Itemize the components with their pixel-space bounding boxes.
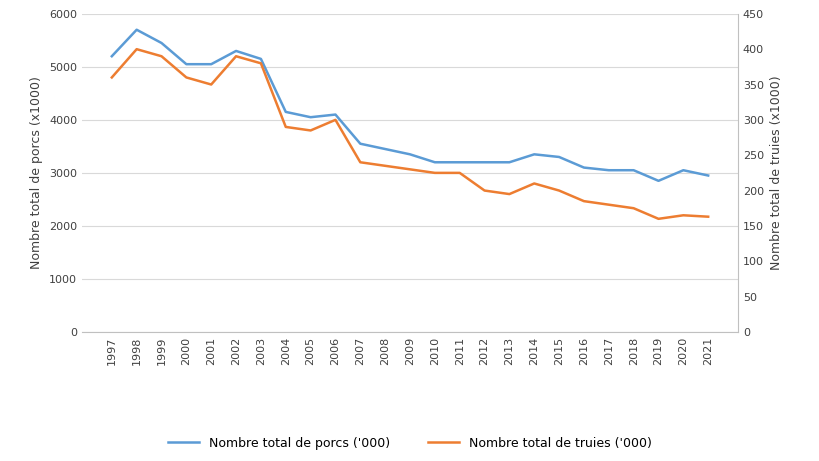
Y-axis label: Nombre total de porcs (x1000): Nombre total de porcs (x1000) [30,77,43,269]
Nombre total de truies ('000) [405,166,414,172]
Nombre total de porcs ('000) [305,114,315,120]
Nombre total de porcs ('000) [455,160,464,165]
Nombre total de truies ('000) [603,202,613,207]
Nombre total de porcs ('000) [554,154,563,160]
Nombre total de truies ('000) [181,75,191,80]
Nombre total de truies ('000) [479,188,489,193]
Nombre total de truies ('000) [554,188,563,193]
Nombre total de porcs ('000) [380,146,390,152]
Nombre total de truies ('000) [156,53,166,59]
Nombre total de porcs ('000) [355,141,364,147]
Nombre total de truies ('000) [206,82,216,87]
Nombre total de truies ('000) [256,60,265,66]
Nombre total de porcs ('000) [280,109,290,115]
Nombre total de truies ('000) [330,117,340,123]
Nombre total de truies ('000) [231,53,241,59]
Nombre total de truies ('000) [628,206,638,211]
Nombre total de porcs ('000) [578,165,588,171]
Nombre total de porcs ('000) [529,152,539,157]
Nombre total de truies ('000) [355,160,364,165]
Nombre total de porcs ('000) [256,56,265,62]
Nombre total de truies ('000) [106,75,116,80]
Nombre total de truies ('000) [504,191,514,197]
Nombre total de truies ('000) [703,214,713,219]
Y-axis label: Nombre total de truies (x1000): Nombre total de truies (x1000) [768,76,781,270]
Nombre total de porcs ('000) [703,173,713,178]
Nombre total de porcs ('000) [405,152,414,157]
Nombre total de porcs ('000) [181,61,191,67]
Nombre total de porcs ('000) [330,112,340,118]
Nombre total de porcs ('000) [628,167,638,173]
Nombre total de truies ('000) [280,124,290,130]
Nombre total de porcs ('000) [206,61,216,67]
Nombre total de porcs ('000) [106,53,116,59]
Legend: Nombre total de porcs ('000), Nombre total de truies ('000): Nombre total de porcs ('000), Nombre tot… [163,432,656,455]
Nombre total de porcs ('000) [479,160,489,165]
Nombre total de truies ('000) [429,170,439,176]
Nombre total de truies ('000) [305,128,315,133]
Nombre total de truies ('000) [653,216,663,222]
Line: Nombre total de porcs ('000): Nombre total de porcs ('000) [111,30,708,181]
Nombre total de truies ('000) [578,198,588,204]
Nombre total de porcs ('000) [653,178,663,183]
Nombre total de truies ('000) [455,170,464,176]
Nombre total de porcs ('000) [156,40,166,46]
Nombre total de truies ('000) [529,181,539,186]
Nombre total de truies ('000) [677,213,687,218]
Line: Nombre total de truies ('000): Nombre total de truies ('000) [111,49,708,219]
Nombre total de porcs ('000) [231,48,241,54]
Nombre total de truies ('000) [132,47,142,52]
Nombre total de porcs ('000) [429,160,439,165]
Nombre total de porcs ('000) [603,167,613,173]
Nombre total de porcs ('000) [677,167,687,173]
Nombre total de porcs ('000) [504,160,514,165]
Nombre total de porcs ('000) [132,27,142,33]
Nombre total de truies ('000) [380,163,390,169]
